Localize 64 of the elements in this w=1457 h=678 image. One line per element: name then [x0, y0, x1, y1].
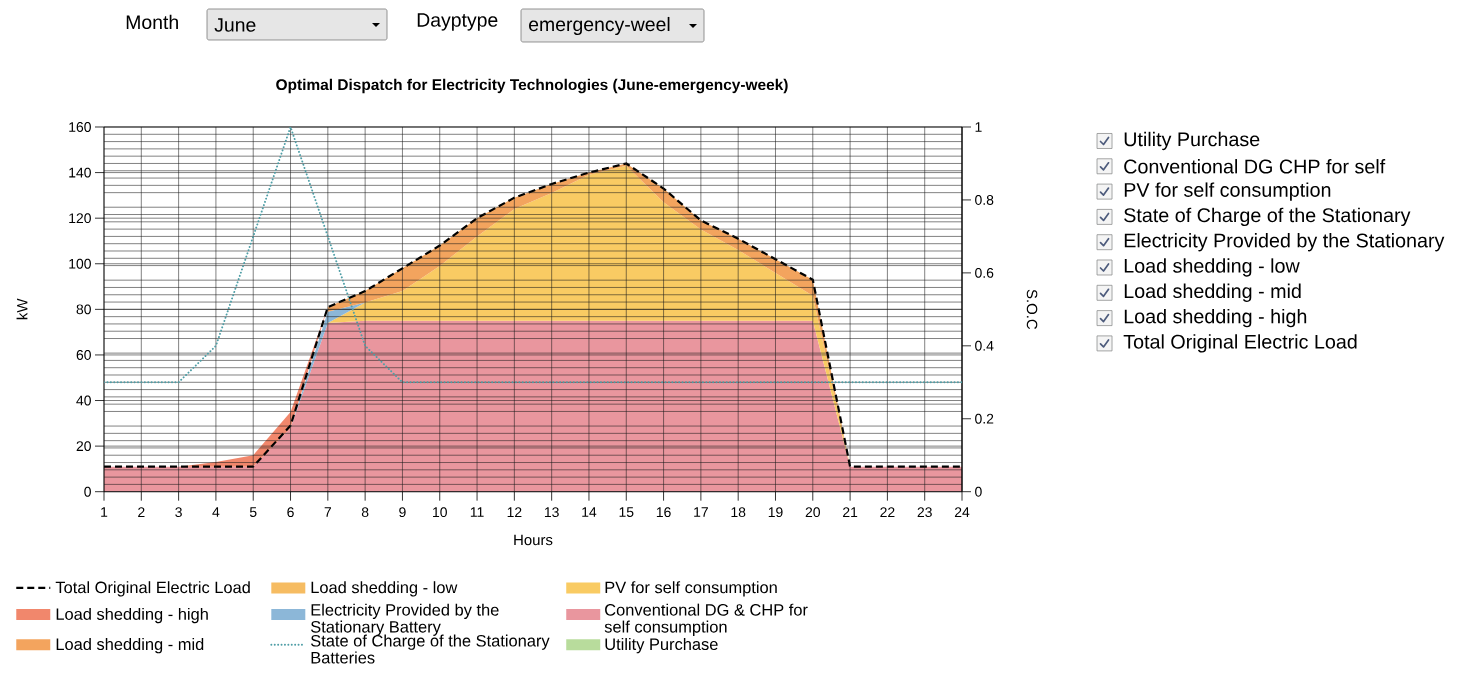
- chart-title: Optimal Dispatch for Electricity Technologies (June-emergency-week): [276, 78, 788, 94]
- x-tick-label: 19: [768, 507, 783, 518]
- x-tick-label: 21: [843, 507, 858, 517]
- legend-label: PV for self consumption: [605, 581, 777, 597]
- y-tick-label: 40: [76, 395, 91, 406]
- x-tick-label: 20: [805, 507, 821, 518]
- y-tick-label: 80: [76, 304, 91, 315]
- legend-label: Utility Purchase: [605, 637, 718, 654]
- x-tick-label: 14: [582, 507, 597, 517]
- y2-tick-label: 0.8: [975, 194, 994, 205]
- legend-label: Load shedding - mid: [56, 637, 204, 654]
- text: Dayptype: [417, 13, 498, 31]
- y-tick-label: 20: [76, 441, 91, 452]
- x-tick-label: 7: [324, 507, 332, 517]
- text: Month: [126, 14, 178, 30]
- text: Utility Purchase: [1124, 131, 1260, 151]
- x-tick-label: 17: [694, 507, 708, 517]
- legend-label: Total Original Electric Load: [55, 581, 250, 597]
- y-tick-label: 100: [69, 258, 91, 269]
- x-tick-label: 6: [287, 507, 294, 518]
- x-tick-label: 1: [101, 507, 108, 517]
- y-tick-label: 120: [69, 213, 91, 224]
- text: Total Original Electric Load: [1123, 334, 1357, 353]
- text: Conventional DG CHP for self: [1124, 159, 1386, 174]
- x-tick-label: 3: [175, 507, 182, 518]
- text: PV for self consumption: [1124, 182, 1331, 201]
- y2-tick-label: 0: [975, 486, 982, 497]
- y-tick-label: 140: [69, 167, 91, 178]
- x-tick-label: 9: [399, 507, 406, 518]
- x-tick-label: 4: [212, 507, 220, 517]
- x-tick-label: 15: [619, 507, 634, 517]
- y-tick-label: 160: [69, 122, 91, 132]
- text: Load shedding - high: [1124, 308, 1307, 328]
- x-tick-label: 16: [656, 507, 671, 518]
- legend-label: State of Charge of the Stationary Batteries: [311, 634, 550, 664]
- x-tick-label: 2: [138, 507, 145, 517]
- text: Load shedding - mid: [1124, 283, 1301, 302]
- y2-tick-label: 0.2: [975, 413, 994, 424]
- x-tick-label: 5: [249, 507, 257, 517]
- y2-tick-label: 0.4: [975, 340, 994, 351]
- text: Electricity Provided by the Stationary: [1124, 233, 1445, 252]
- x-tick-label: 11: [470, 507, 484, 517]
- y2-axis-title: S.O.C: [1026, 289, 1038, 330]
- x-tick-label: 23: [917, 507, 932, 518]
- legend-label: Conventional DG & CHP for self consumption: [604, 603, 808, 636]
- text: emergency-weel: [529, 16, 670, 36]
- legend-label: Load shedding - low: [311, 581, 458, 597]
- y2-tick-label: 0.6: [975, 267, 994, 278]
- x-tick-label: 13: [544, 507, 559, 518]
- x-tick-label: 8: [361, 507, 369, 518]
- x-tick-label: 18: [731, 507, 746, 518]
- text: Load shedding - low: [1124, 258, 1300, 277]
- x-tick-label: 24: [954, 507, 970, 517]
- x-axis-title: Hours: [514, 534, 553, 546]
- text: State of Charge of the Stationary: [1124, 207, 1411, 227]
- x-tick-label: 22: [880, 507, 895, 517]
- y-axis-title: kW: [16, 298, 28, 320]
- legend-label: Load shedding - high: [56, 607, 208, 624]
- y-tick-label: 0: [84, 486, 91, 497]
- y-tick-label: 60: [76, 349, 91, 360]
- y2-tick-label: 1: [975, 122, 982, 132]
- x-tick-label: 10: [433, 507, 447, 518]
- x-tick-label: 12: [507, 507, 522, 517]
- text: June: [214, 18, 256, 32]
